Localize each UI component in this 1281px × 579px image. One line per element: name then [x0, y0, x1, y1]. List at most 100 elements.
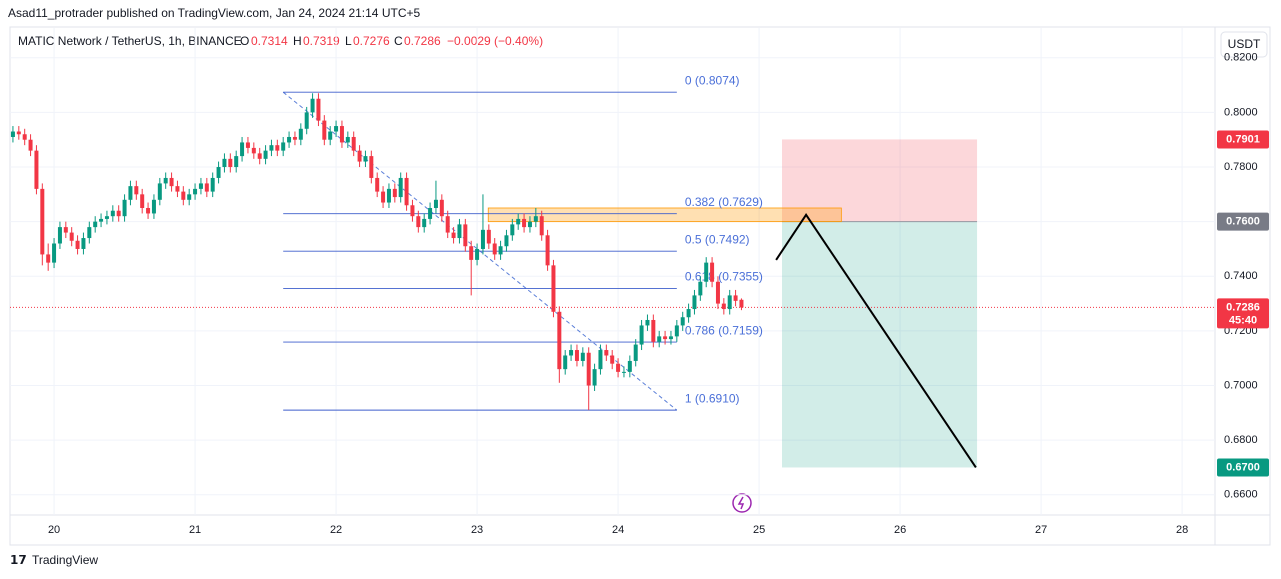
ohlc-label: O — [240, 34, 249, 48]
candle-body — [222, 158, 227, 168]
candle-body — [428, 207, 433, 219]
candle-body — [721, 303, 726, 310]
candle-body — [492, 243, 497, 255]
candle-body — [610, 355, 615, 364]
candle-body — [193, 188, 198, 195]
price-tag-label: 0.6700 — [1226, 461, 1260, 473]
candle-body — [627, 360, 632, 372]
candle-body — [504, 235, 509, 247]
candle-body — [81, 238, 86, 249]
candle-body — [698, 281, 703, 296]
candle-body — [28, 139, 33, 151]
candle-body — [621, 371, 626, 373]
candle-body — [668, 336, 673, 340]
y-tick-label: 0.8000 — [1224, 106, 1258, 118]
candle-body — [93, 221, 98, 228]
candle-body — [574, 350, 579, 361]
candle-body — [334, 126, 339, 132]
candle-body — [404, 177, 409, 206]
candle-body — [363, 156, 368, 162]
x-tick-label: 25 — [753, 524, 765, 536]
candle-body — [310, 98, 315, 113]
candle-body — [586, 352, 591, 386]
candle-body — [710, 262, 715, 282]
ohlc-label: L — [345, 34, 352, 48]
candle-body — [22, 134, 27, 140]
fib-label: 0.382 (0.7629) — [685, 195, 763, 209]
logo-mark: 𝟭𝟳 — [10, 553, 27, 567]
candle-body — [63, 227, 68, 233]
candle-body — [251, 147, 256, 154]
candle-body — [727, 295, 732, 310]
fib-label: 0.5 (0.7492) — [685, 232, 750, 246]
symbol: MATIC Network / TetherUS, 1h, BINANCE — [18, 34, 242, 48]
candle-body — [116, 210, 121, 217]
candle-body — [533, 216, 538, 222]
x-tick-label: 21 — [189, 524, 201, 536]
x-tick-label: 26 — [894, 524, 906, 536]
projection-line — [775, 213, 977, 469]
price-tag — [1217, 212, 1269, 231]
candle-body — [87, 227, 92, 239]
currency[interactable]: USDT — [1228, 37, 1261, 51]
candle-body — [151, 199, 156, 214]
ohlc-value: 0.7319 — [303, 34, 340, 48]
candle-body — [692, 295, 697, 310]
candle-body — [616, 363, 621, 372]
candle-body — [645, 319, 650, 326]
candle-body — [516, 218, 521, 225]
ohlc-value: 0.7314 — [251, 34, 288, 48]
x-tick-label: 24 — [612, 524, 624, 536]
candle-body — [592, 369, 597, 386]
currency-button[interactable] — [1220, 31, 1268, 58]
candle-body — [657, 336, 662, 342]
y-tick-label: 0.7400 — [1224, 270, 1258, 282]
candle-body — [128, 186, 133, 200]
y-tick-label: 0.8200 — [1224, 52, 1258, 64]
candle-body — [639, 325, 644, 345]
candle-body — [75, 240, 80, 249]
candle-body — [357, 150, 362, 162]
candle-body — [287, 136, 292, 143]
price-tag — [1217, 298, 1269, 329]
candle-body — [345, 136, 350, 143]
candle-body — [322, 120, 327, 140]
y-tick-label: 0.7000 — [1224, 379, 1258, 391]
candle-body — [551, 265, 556, 312]
candle-body — [457, 224, 462, 239]
candle-body — [134, 186, 139, 195]
event-icon[interactable] — [732, 493, 752, 513]
candle-body — [175, 186, 180, 192]
candle-body — [316, 98, 321, 121]
candle-body — [439, 199, 444, 217]
x-tick-label: 22 — [330, 524, 342, 536]
y-tick-label: 0.7800 — [1224, 161, 1258, 173]
candle-body — [275, 145, 280, 151]
candle-body — [34, 150, 39, 189]
candle-body — [210, 177, 215, 192]
fib-label: 0 (0.8074) — [685, 73, 740, 87]
candle-body — [181, 191, 186, 200]
brand: TradingView — [32, 553, 98, 567]
candle-body — [99, 218, 104, 222]
candle-body — [416, 216, 421, 228]
candle-body — [369, 156, 374, 178]
candle-body — [398, 177, 403, 198]
candle-body — [739, 299, 744, 308]
candle-body — [216, 167, 221, 178]
candle-body — [539, 216, 544, 236]
candle-body — [498, 246, 503, 255]
candle-body — [122, 199, 127, 217]
candle-body — [445, 216, 450, 233]
ohlc-value: 0.7276 — [353, 34, 390, 48]
candle-body — [204, 183, 209, 192]
candle-body — [410, 205, 415, 217]
target-zone — [781, 221, 978, 468]
candle-body — [163, 177, 168, 184]
candle-body — [146, 207, 151, 214]
candle-body — [46, 254, 51, 263]
y-tick-label: 0.6800 — [1224, 434, 1258, 446]
candle-body — [104, 216, 109, 219]
